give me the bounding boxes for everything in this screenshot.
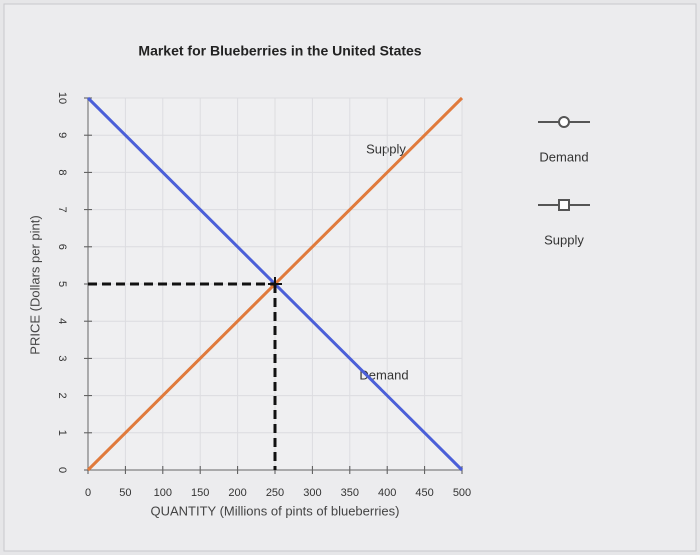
legend-label: Supply — [544, 232, 584, 247]
y-axis-label: PRICE (Dollars per pint) — [27, 215, 42, 354]
annotation: Supply — [366, 141, 406, 156]
chart-title: Market for Blueberries in the United Sta… — [138, 43, 421, 59]
y-tick-label: 3 — [56, 355, 68, 361]
x-tick-label: 400 — [378, 487, 396, 499]
y-tick-label: 5 — [56, 281, 68, 287]
y-tick-label: 2 — [56, 393, 68, 399]
x-axis-label: QUANTITY (Millions of pints of blueberri… — [150, 503, 399, 518]
x-tick-label: 350 — [341, 487, 359, 499]
y-tick-label: 4 — [56, 318, 68, 324]
y-tick-label: 10 — [56, 92, 68, 104]
x-tick-label: 300 — [303, 487, 321, 499]
y-tick-label: 9 — [56, 132, 68, 138]
x-tick-label: 250 — [266, 487, 284, 499]
y-tick-label: 1 — [56, 430, 68, 436]
y-tick-label: 6 — [56, 244, 68, 250]
y-tick-label: 8 — [56, 169, 68, 175]
y-tick-label: 0 — [56, 467, 68, 473]
x-tick-label: 50 — [119, 487, 131, 499]
y-tick-label: 7 — [56, 207, 68, 213]
legend-marker — [558, 199, 570, 211]
x-tick-label: 450 — [415, 487, 433, 499]
equilibrium-point — [268, 277, 282, 291]
x-tick-label: 150 — [191, 487, 209, 499]
x-tick-label: 100 — [154, 487, 172, 499]
x-tick-label: 500 — [453, 487, 471, 499]
x-tick-label: 200 — [228, 487, 246, 499]
legend-marker — [558, 116, 570, 128]
legend-label: Demand — [539, 149, 588, 164]
x-tick-label: 0 — [85, 487, 91, 499]
